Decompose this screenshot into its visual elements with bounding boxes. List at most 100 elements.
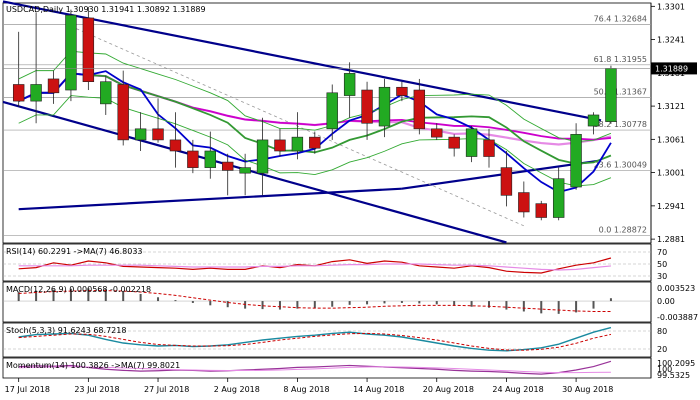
- macd-bar: [331, 301, 334, 307]
- candle-bearish: [152, 128, 164, 141]
- momentum-ma-line: [18, 366, 611, 374]
- candle-bullish: [30, 84, 42, 102]
- candle-bullish: [291, 136, 304, 152]
- x-tick-label: 14 Aug 2018: [353, 385, 404, 394]
- stoch-label: Stoch(5,3,3) 91.6243 68.7218: [6, 326, 126, 335]
- fib-level-label: 38.2 1.30778: [594, 120, 647, 129]
- x-tick-label: 8 Aug 2018: [283, 385, 329, 394]
- macd-bar: [104, 289, 107, 302]
- candle-bearish: [187, 150, 199, 168]
- upper-trendline: [2, 0, 602, 122]
- rsi-tick-label: 30: [657, 272, 667, 281]
- candle-bearish: [309, 136, 321, 149]
- candle-bearish: [483, 139, 495, 157]
- rsi-ma-line: [18, 263, 611, 271]
- candle-bullish: [100, 81, 112, 105]
- macd-bar: [453, 301, 456, 306]
- macd-bar: [261, 301, 264, 310]
- momentum-tick-label: 100: [657, 365, 672, 374]
- y-tick-label: 1.3241: [657, 36, 685, 45]
- macd-bar: [488, 301, 490, 308]
- fib-level-label: 76.4 1.32684: [594, 14, 647, 23]
- macd-bar: [400, 301, 403, 303]
- bollinger-lower: [18, 95, 612, 187]
- chart-title-ohlc: USDCAD,Daily 1.30930 1.31941 1.30892 1.3…: [6, 5, 206, 14]
- rsi-tick-label: 70: [657, 248, 667, 257]
- x-tick-label: 23 Jul 2018: [74, 385, 119, 394]
- macd-bar: [157, 297, 160, 302]
- rsi-label: RSI(14) 60.2291 ->MA(7) 46.8033: [6, 247, 143, 256]
- candle-bearish: [82, 17, 95, 83]
- macd-bar: [174, 300, 177, 302]
- macd-bar: [470, 301, 473, 307]
- lower-trendline: [2, 100, 507, 244]
- macd-bar: [540, 301, 543, 314]
- candle-bearish: [518, 192, 530, 213]
- macd-signal-line: [18, 290, 611, 312]
- macd-bar: [592, 301, 595, 309]
- macd-bar: [609, 298, 612, 302]
- candle-bullish: [605, 68, 617, 122]
- support-trendline: [18, 187, 402, 211]
- y-tick-label: 1.3001: [657, 169, 685, 178]
- candle-bearish: [274, 139, 286, 152]
- stoch-d-line: [18, 332, 612, 351]
- price-tag-label: 1.31889: [655, 64, 688, 73]
- candle-bullish: [326, 92, 338, 130]
- fib-level-label: 0.0 1.28872: [599, 226, 647, 235]
- candle-bullish: [587, 114, 600, 127]
- rsi-tick-label: 50: [657, 260, 667, 269]
- macd-bar: [418, 301, 421, 304]
- macd-bar: [348, 301, 351, 305]
- y-tick-label: 1.2941: [657, 202, 685, 211]
- macd-bar: [278, 301, 281, 310]
- x-tick-label: 17 Jul 2018: [5, 385, 50, 394]
- candle-bearish: [47, 78, 60, 94]
- candle-bearish: [396, 86, 408, 96]
- macd-bar: [296, 301, 299, 309]
- candle-bearish: [222, 161, 234, 171]
- support-trendline-2: [401, 159, 598, 190]
- candle-bullish: [570, 134, 582, 188]
- candle-bullish: [204, 150, 216, 168]
- candle-bearish: [448, 136, 460, 149]
- fib-level-label: 61.8 1.31955: [594, 55, 647, 64]
- macd-bar: [575, 301, 578, 313]
- y-tick-label: 1.3301: [657, 2, 685, 11]
- macd-bar: [52, 289, 55, 302]
- candle-bullish: [465, 128, 478, 157]
- candle-bearish: [169, 139, 182, 152]
- candle-bearish: [431, 128, 443, 138]
- candle-bearish: [535, 203, 547, 218]
- momentum-tick-label: 99.5325: [657, 371, 690, 380]
- x-tick-label: 20 Aug 2018: [423, 385, 474, 394]
- macd-bar: [35, 290, 38, 302]
- macd-bar: [69, 288, 72, 302]
- x-tick-label: 27 Jul 2018: [144, 385, 189, 394]
- macd-bar: [366, 301, 369, 305]
- macd-bar: [505, 301, 508, 310]
- y-tick-label: 1.3121: [657, 102, 685, 111]
- bollinger-upper: [18, 50, 612, 143]
- macd-tick-label: 0.003523: [657, 284, 695, 293]
- macd-bar: [87, 288, 90, 302]
- macd-bar: [122, 291, 125, 302]
- macd-bar: [139, 293, 142, 302]
- candle-bullish: [378, 86, 391, 127]
- candle-bearish: [413, 89, 426, 130]
- macd-label: MACD(12,26,9) 0.000568 -0.002218: [6, 285, 151, 294]
- macd-bar: [557, 301, 560, 314]
- candle-bullish: [65, 14, 77, 91]
- candle-bullish: [134, 128, 147, 141]
- candle-bullish: [256, 139, 269, 174]
- fib-level-label: 23.6 1.30049: [594, 160, 647, 169]
- price-tag-box: [651, 62, 697, 75]
- x-tick-label: 24 Aug 2018: [492, 385, 543, 394]
- candle-bearish: [361, 89, 373, 124]
- macd-bar: [383, 301, 386, 304]
- macd-bar: [226, 301, 229, 308]
- macd-bar: [435, 301, 438, 305]
- momentum-label: Momentum(14) 100.3826 ->MA(7) 99.8021: [6, 361, 180, 370]
